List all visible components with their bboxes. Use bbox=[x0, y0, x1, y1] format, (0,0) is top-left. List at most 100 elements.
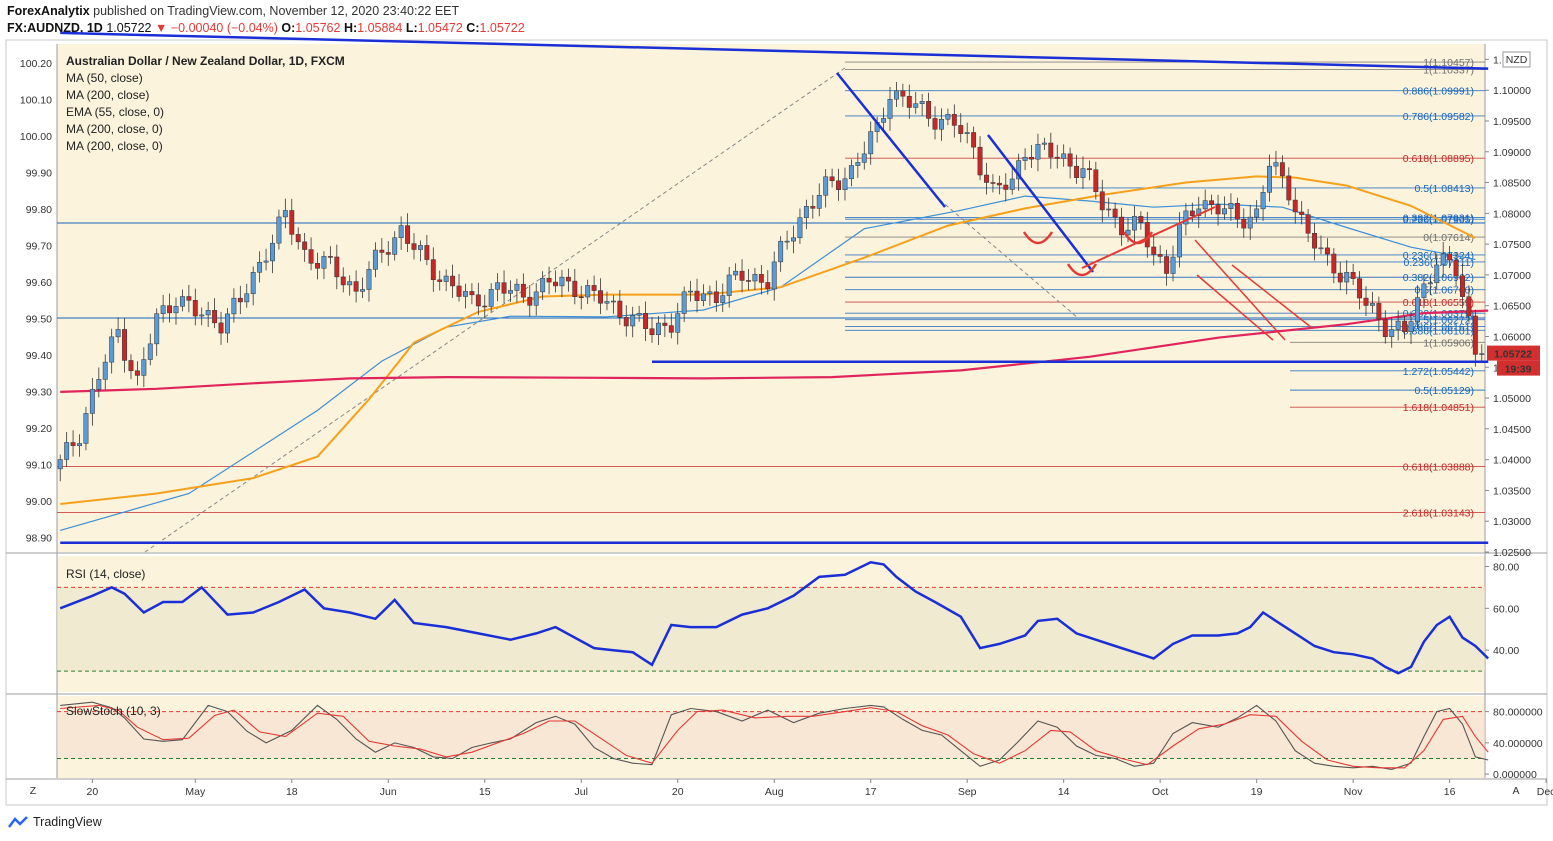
candle-body bbox=[295, 234, 301, 243]
price-axis-label: 1.06500 bbox=[1493, 301, 1531, 313]
candle-body bbox=[469, 291, 475, 296]
candle-body bbox=[456, 285, 462, 297]
candle-body bbox=[739, 270, 745, 281]
candle-body bbox=[1466, 296, 1472, 317]
candle-body bbox=[173, 306, 179, 314]
candle-body bbox=[816, 195, 822, 209]
candle-body bbox=[1318, 247, 1324, 250]
candle-body bbox=[96, 379, 102, 390]
candle-body bbox=[996, 182, 1002, 186]
fib-level-label: 0.886(1.09991) bbox=[1403, 86, 1474, 98]
candle-body bbox=[64, 442, 70, 460]
left-axis-label: 99.30 bbox=[26, 387, 52, 399]
candle-body bbox=[167, 305, 173, 314]
candle-body bbox=[1267, 165, 1272, 193]
candle-body bbox=[1369, 303, 1375, 306]
candle-body bbox=[726, 274, 732, 296]
candle-body bbox=[1254, 208, 1260, 218]
price-axis-label: 1.06000 bbox=[1493, 331, 1531, 343]
time-axis-label: 17 bbox=[865, 786, 877, 798]
candle-body bbox=[514, 283, 520, 291]
candle-body bbox=[372, 249, 378, 270]
left-axis-label: 100.00 bbox=[20, 131, 52, 143]
candle-body bbox=[482, 305, 488, 308]
candle-body bbox=[1170, 256, 1176, 274]
candle-body bbox=[134, 370, 140, 376]
candle-body bbox=[520, 283, 526, 298]
candle-body bbox=[578, 296, 584, 298]
candle-body bbox=[437, 279, 443, 282]
candle-body bbox=[450, 275, 456, 287]
close-value: 1.05722 bbox=[479, 21, 525, 35]
candle-body bbox=[1138, 216, 1144, 223]
candle-body bbox=[990, 182, 996, 184]
time-axis-label: May bbox=[185, 786, 206, 798]
candle-body bbox=[906, 95, 912, 108]
candle-body bbox=[1177, 223, 1182, 258]
stoch-axis-label: 40.000000 bbox=[1493, 738, 1543, 750]
candle-body bbox=[508, 290, 513, 294]
candle-body bbox=[1099, 191, 1105, 211]
candle-body bbox=[360, 289, 365, 292]
candle-body bbox=[533, 291, 539, 306]
stoch-title: SlowStoch (10, 3) bbox=[66, 704, 161, 718]
symbol-ohlc-line: FX:AUDNZD, 1D 1.05722 ▼ −0.00040 (−0.04%… bbox=[7, 21, 525, 35]
candle-body bbox=[83, 413, 89, 444]
down-trendline bbox=[987, 134, 1094, 273]
candle-body bbox=[115, 329, 121, 338]
fib-level-label: 2.618(1.03143) bbox=[1403, 507, 1474, 519]
legend-item: MA (200, close, 0) bbox=[66, 139, 163, 153]
candle-body bbox=[1196, 208, 1202, 216]
close-label: C: bbox=[466, 21, 480, 35]
candle-body bbox=[1009, 178, 1015, 190]
candle-body bbox=[598, 290, 603, 304]
candle-body bbox=[1312, 233, 1317, 249]
price-axis-label: 1.03500 bbox=[1493, 485, 1531, 497]
footer-brand: TradingView bbox=[33, 815, 102, 829]
symbol: FX:AUDNZD, 1D bbox=[7, 21, 103, 35]
candle-body bbox=[1067, 153, 1073, 167]
candle-body bbox=[540, 277, 546, 293]
candle-body bbox=[109, 336, 115, 363]
candle-body bbox=[1003, 184, 1009, 190]
time-axis-label: 14 bbox=[1058, 786, 1070, 798]
candle-body bbox=[1305, 214, 1311, 234]
candle-body bbox=[649, 328, 655, 335]
candle-body bbox=[585, 285, 591, 298]
candle-body bbox=[289, 210, 295, 235]
left-axis-label: 99.50 bbox=[26, 314, 52, 326]
candle-body bbox=[1434, 264, 1440, 284]
fib-level-label: 0.618(1.08895) bbox=[1403, 153, 1474, 165]
candle-body bbox=[868, 131, 874, 155]
candle-body bbox=[430, 259, 436, 281]
countdown-label: 19:39 bbox=[1505, 364, 1532, 376]
left-axis-label: 99.90 bbox=[26, 168, 52, 180]
candle-body bbox=[668, 325, 674, 333]
candle-body bbox=[302, 241, 308, 250]
candle-body bbox=[662, 322, 668, 326]
candle-body bbox=[1035, 144, 1041, 160]
candle-body bbox=[945, 114, 951, 120]
left-axis-label: 99.40 bbox=[26, 350, 52, 362]
candle-body bbox=[565, 276, 571, 282]
timezone-button: Z bbox=[30, 785, 37, 797]
candle-body bbox=[887, 98, 893, 119]
left-axis-label: 99.80 bbox=[26, 204, 52, 216]
price-axis-label: 1.05000 bbox=[1493, 393, 1531, 405]
candle-body bbox=[417, 245, 423, 250]
candle-body bbox=[707, 291, 713, 295]
time-axis-label: 16 bbox=[1444, 786, 1456, 798]
candle-body bbox=[102, 361, 108, 380]
candle-body bbox=[340, 276, 346, 286]
time-axis-label: 15 bbox=[479, 786, 491, 798]
fib-level-label: 0.5(1.05129) bbox=[1414, 385, 1474, 397]
candle-body bbox=[1112, 208, 1118, 218]
fib-level-label: 1(1.05906) bbox=[1423, 337, 1474, 349]
candle-body bbox=[1080, 168, 1086, 178]
price-badge-label: 1.05722 bbox=[1494, 349, 1532, 361]
candle-body bbox=[463, 291, 468, 297]
candle-body bbox=[694, 290, 700, 301]
candle-body bbox=[848, 165, 854, 180]
time-axis-label: Jun bbox=[380, 786, 397, 798]
